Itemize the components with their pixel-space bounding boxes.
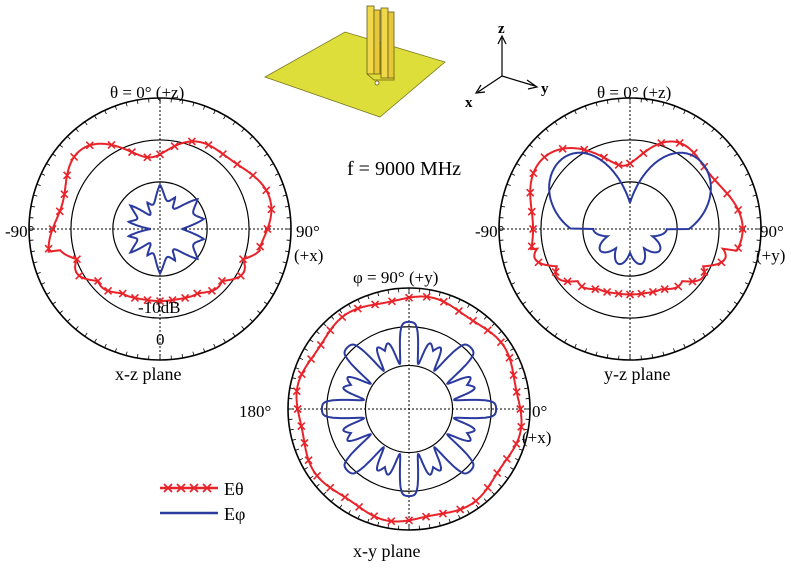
axes-triad [474, 34, 539, 94]
xz-right-label: 90° [296, 222, 320, 241]
xy-e-phi-curve [320, 320, 498, 498]
yz-title: y-z plane [604, 364, 670, 384]
xz-title: x-z plane [115, 364, 181, 384]
legend-e-theta: Eθ [160, 479, 244, 499]
yz-top-label: θ = 0° (+z) [597, 83, 671, 102]
xz-left-label: -90° [5, 222, 34, 241]
yz-e-phi-curve [548, 151, 712, 266]
xz-inner-ring [112, 181, 208, 277]
axis-z-label: z [498, 21, 505, 37]
monopole-antenna [366, 5, 395, 86]
yz-e-theta-curve [529, 140, 744, 296]
xy-right-label: 0° [532, 402, 547, 421]
antenna-geometry [264, 5, 446, 118]
yz-left-label: -90° [475, 222, 504, 241]
frequency-label: f = 9000 MHz [347, 158, 461, 180]
legend-e-phi: Eφ [160, 504, 245, 524]
xy-title: x-y plane [353, 541, 420, 561]
yz-right-label: 90° [760, 222, 784, 241]
xy-plane-polar-plot [287, 287, 531, 531]
yz-right-sub: (+y) [756, 246, 785, 265]
axis-y-label: y [541, 81, 549, 97]
ground-plane [264, 31, 446, 118]
xz-ring-label: -10dB [138, 298, 181, 317]
yz-plane-polar-plot [498, 97, 762, 361]
legend: Eθ Eφ [160, 479, 245, 524]
xy-right-sub: (+x) [522, 428, 551, 447]
xz-top-label: θ = 0° (+z) [110, 83, 184, 102]
legend-e-phi-label: Eφ [224, 504, 245, 524]
xy-mid-ring [326, 326, 492, 492]
legend-e-theta-label: Eθ [224, 479, 244, 499]
xy-top-label: φ = 90° (+y) [353, 268, 438, 287]
axis-x-label: x [465, 95, 473, 111]
xy-left-label: 180° [239, 402, 271, 421]
xz-plane-polar-plot [28, 97, 292, 361]
xz-e-phi-curve [126, 184, 206, 276]
xz-zero-label: 0 [156, 330, 165, 349]
xz-right-sub: (+x) [294, 246, 323, 265]
